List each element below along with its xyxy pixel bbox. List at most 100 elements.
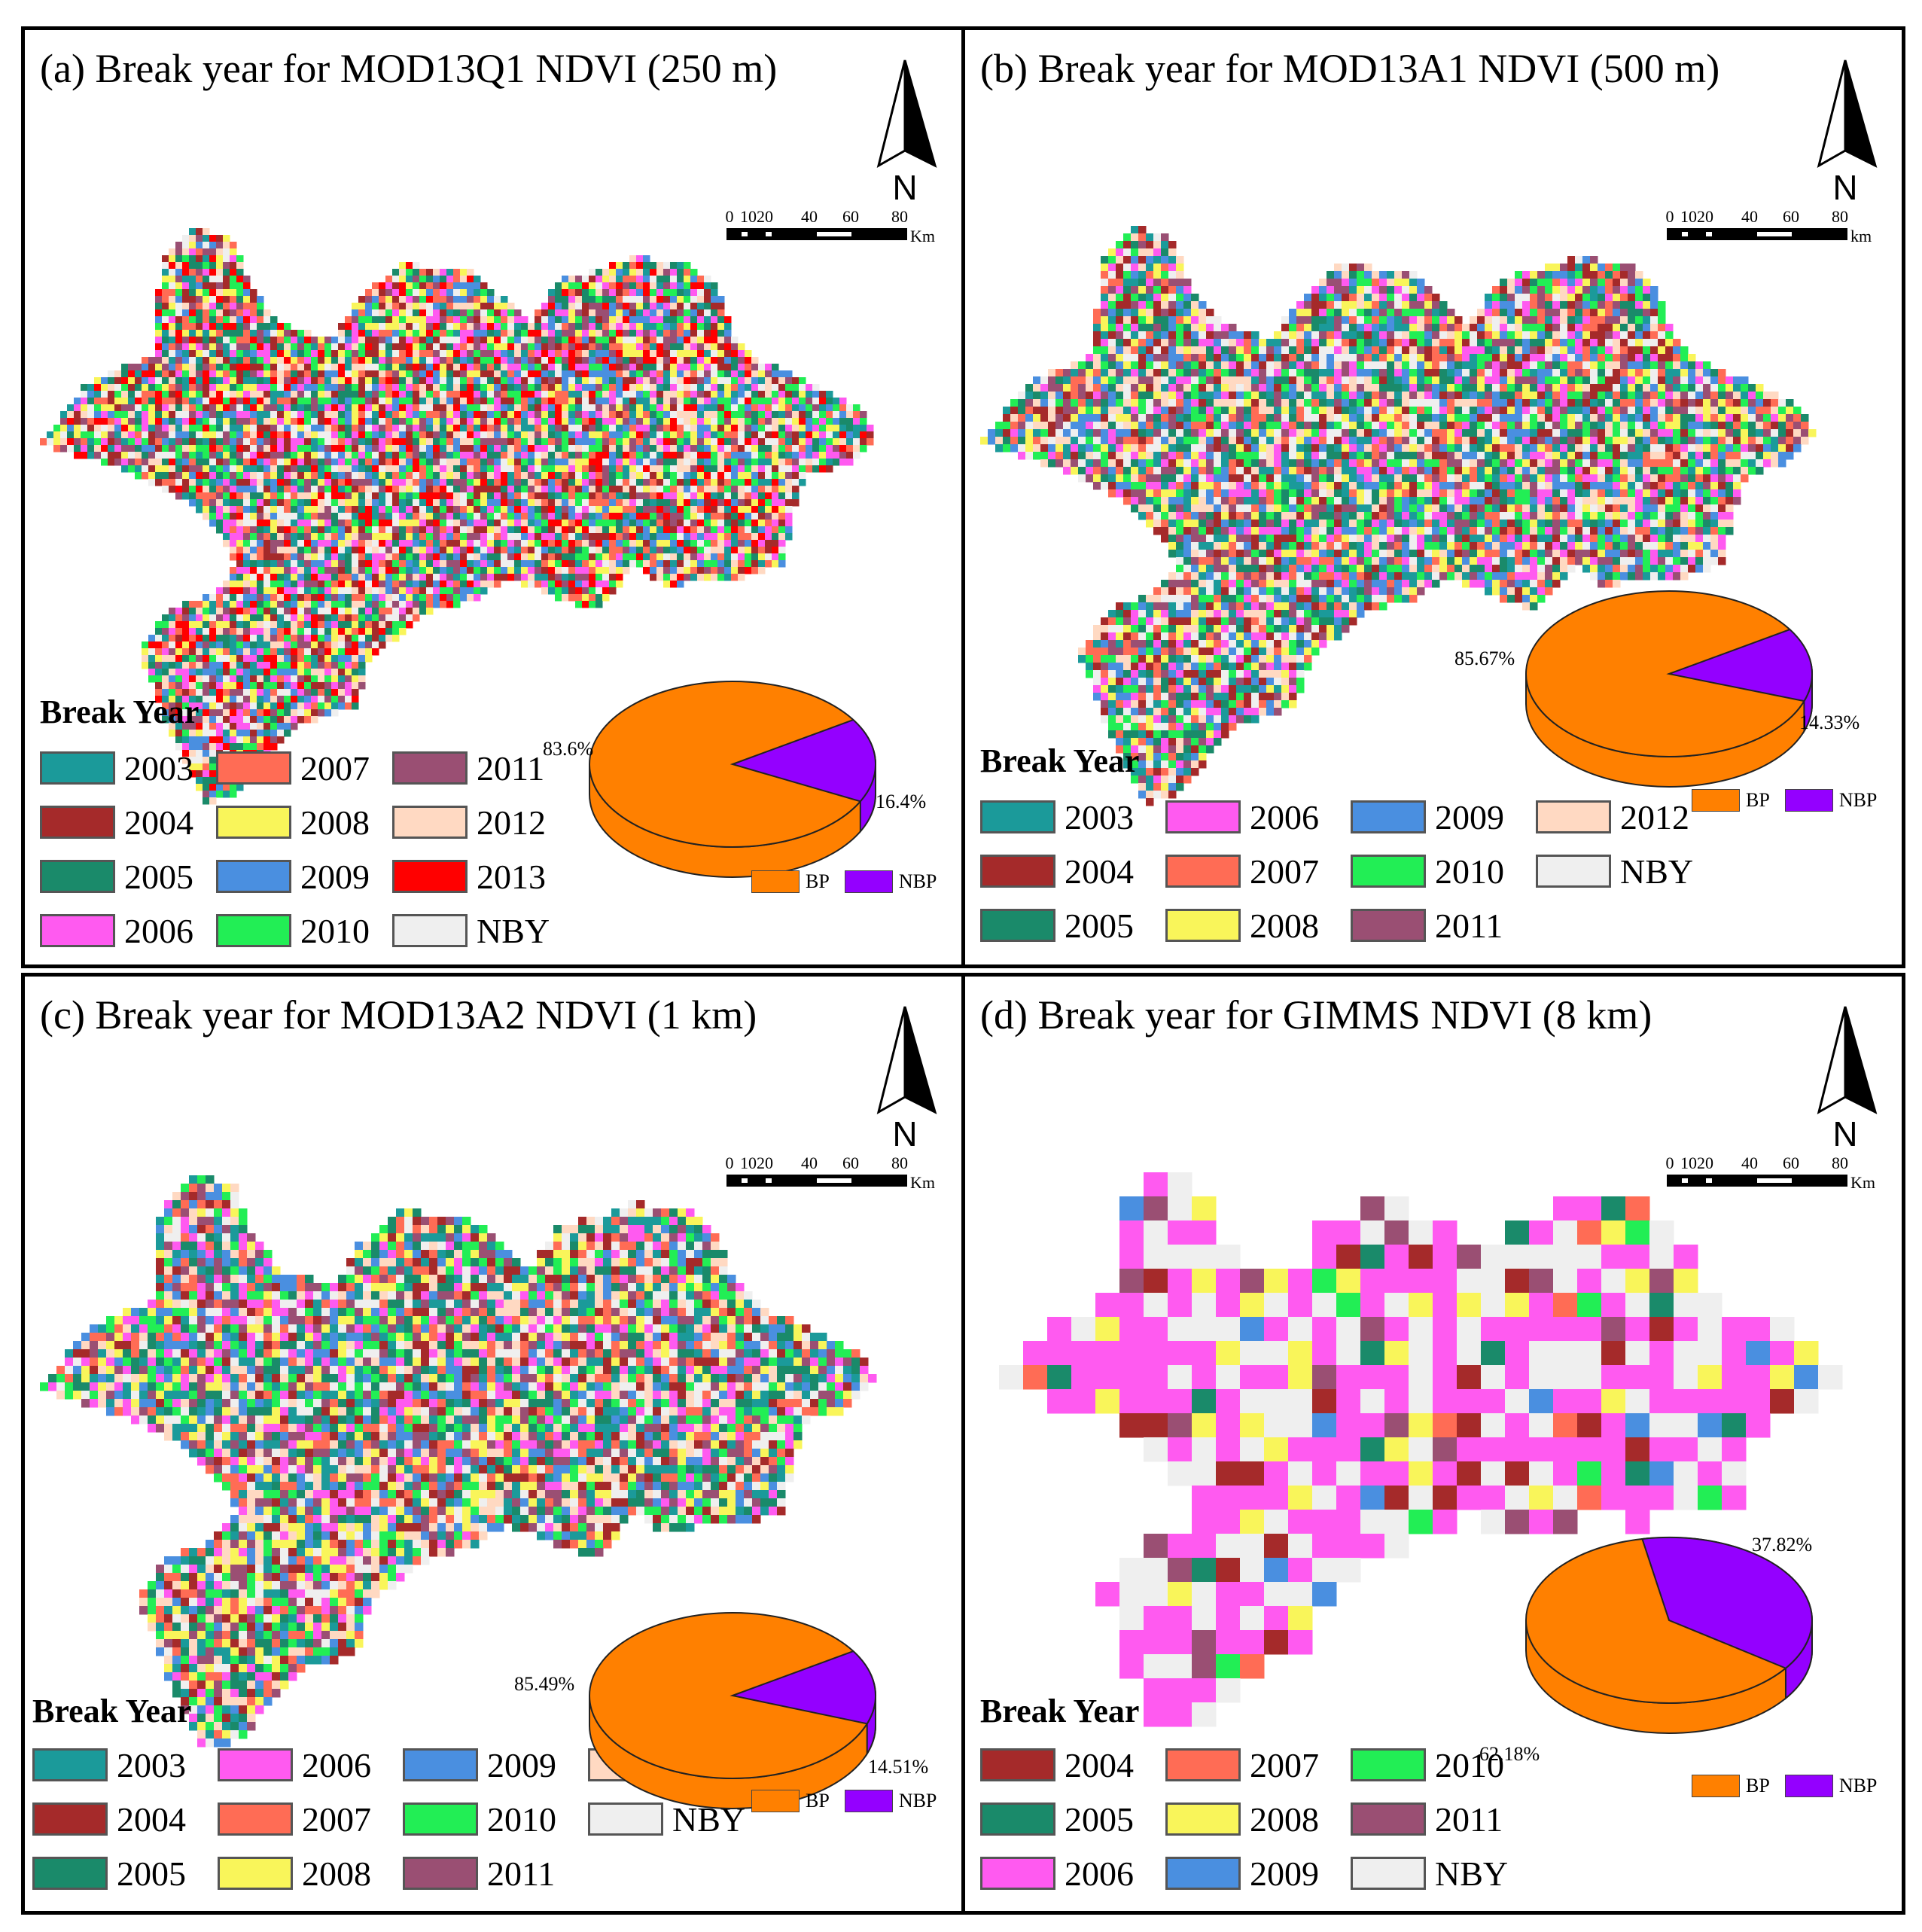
map-cell: [338, 608, 346, 615]
map-cell: [196, 655, 203, 663]
map-cell: [609, 337, 617, 344]
map-cell: [426, 567, 434, 574]
map-cell: [663, 370, 671, 378]
map-cell: [440, 357, 447, 364]
map-cell: [507, 370, 515, 378]
map-cell: [724, 398, 732, 405]
map-cell: [487, 486, 495, 493]
map-cell: [467, 567, 474, 574]
map-cell: [582, 343, 589, 351]
map-cell: [711, 513, 718, 520]
map-cell: [324, 438, 332, 446]
map-cell: [257, 608, 264, 615]
map-cell: [399, 492, 407, 500]
map-cell: [324, 337, 332, 344]
map-cell: [263, 486, 271, 493]
map-cell: [453, 269, 461, 276]
map-cell: [250, 689, 257, 696]
map-cell: [609, 398, 617, 405]
map-cell: [562, 384, 569, 392]
map-cell: [494, 526, 501, 534]
map-cell: [595, 323, 603, 331]
map-cell: [338, 377, 346, 385]
map-cell: [636, 337, 644, 344]
map-cell: [555, 391, 562, 398]
map-cell: [602, 486, 610, 493]
map-cell: [406, 276, 413, 283]
map-cell: [365, 445, 373, 453]
map-cell: [629, 343, 637, 351]
map-cell: [521, 431, 528, 439]
map-cell: [507, 472, 515, 480]
map-cell: [345, 404, 352, 412]
map-cell: [399, 621, 407, 629]
map-cell: [636, 479, 644, 486]
map-cell: [474, 492, 481, 500]
map-cell: [135, 377, 142, 385]
map-cell: [304, 472, 312, 480]
map-cell: [677, 296, 684, 303]
map-cell: [257, 601, 264, 608]
map-cell: [230, 513, 237, 520]
map-cell: [535, 513, 542, 520]
map-cell: [291, 547, 298, 554]
map-cell: [670, 445, 678, 453]
map-cell: [108, 425, 115, 432]
map-cell: [575, 594, 583, 602]
map-cell: [331, 377, 339, 385]
map-cell: [297, 350, 305, 358]
map-cell: [236, 411, 244, 419]
map-cell: [352, 343, 359, 351]
map-cell: [704, 323, 711, 331]
map-cell: [74, 404, 81, 412]
map-cell: [223, 601, 230, 608]
map-cell: [677, 350, 684, 358]
map-cell: [257, 567, 264, 574]
map-cell: [236, 255, 244, 263]
map-cell: [663, 316, 671, 324]
map-cell: [128, 391, 136, 398]
map-cell: [453, 452, 461, 459]
map-cell: [365, 398, 373, 405]
map-cell: [751, 398, 759, 405]
map-cell: [304, 404, 312, 412]
map-cell: [419, 608, 427, 615]
map-cell: [250, 418, 257, 425]
map-cell: [643, 520, 650, 527]
map-cell: [243, 350, 251, 358]
map-cell: [277, 370, 285, 378]
map-cell: [724, 553, 732, 561]
map-cell: [629, 337, 637, 344]
map-cell: [602, 330, 610, 337]
map-cell: [474, 330, 481, 337]
map-cell: [196, 452, 203, 459]
map-cell: [629, 262, 637, 270]
map-cell: [494, 540, 501, 547]
map-cell: [589, 309, 596, 317]
map-cell: [663, 486, 671, 493]
map-cell: [426, 269, 434, 276]
map-cell: [548, 486, 556, 493]
map-cell: [704, 337, 711, 344]
map-cell: [385, 499, 393, 507]
map-cell: [541, 533, 549, 541]
map-cell: [189, 350, 196, 358]
map-cell: [514, 337, 522, 344]
map-cell: [724, 459, 732, 466]
map-cell: [541, 384, 549, 392]
map-cell: [297, 601, 305, 608]
map-cell: [663, 377, 671, 385]
map-cell: [352, 574, 359, 581]
map-cell: [331, 404, 339, 412]
map-cell: [548, 581, 556, 588]
map-cell: [162, 282, 169, 290]
map-cell: [121, 425, 129, 432]
map-cell: [555, 431, 562, 439]
map-cell: [555, 289, 562, 297]
map-cell: [385, 594, 393, 602]
map-cell: [799, 398, 806, 405]
map-cell: [609, 479, 617, 486]
map-cell: [189, 316, 196, 324]
map-cell: [453, 601, 461, 608]
map-cell: [243, 316, 251, 324]
